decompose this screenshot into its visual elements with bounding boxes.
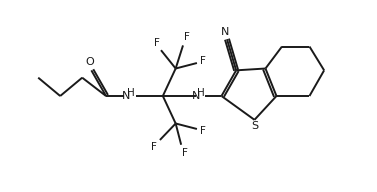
Text: F: F (182, 148, 188, 158)
Text: N: N (221, 27, 229, 37)
Text: H: H (197, 88, 204, 98)
Text: N: N (192, 91, 200, 101)
Text: F: F (155, 38, 160, 48)
Text: H: H (127, 88, 135, 98)
Text: F: F (200, 56, 206, 66)
Text: F: F (200, 126, 206, 136)
Text: F: F (151, 142, 156, 152)
Text: O: O (85, 57, 94, 67)
Text: S: S (251, 121, 258, 132)
Text: N: N (122, 91, 130, 101)
Text: F: F (184, 32, 190, 42)
